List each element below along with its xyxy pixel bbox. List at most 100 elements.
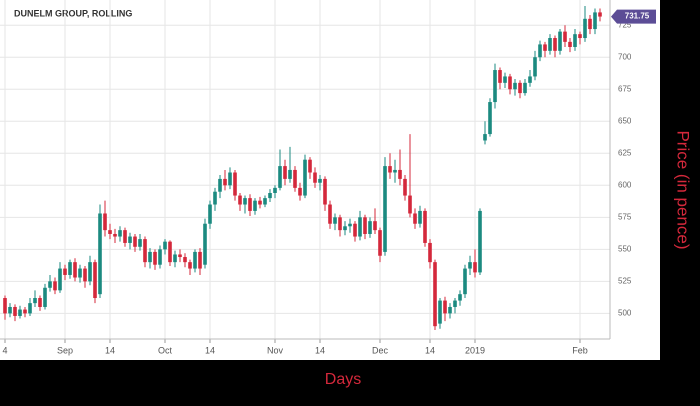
candle-body	[53, 281, 57, 291]
candle-body	[223, 178, 227, 186]
candle-body	[373, 221, 377, 231]
candle-body	[28, 303, 32, 314]
candle-body	[498, 70, 502, 83]
x-tick-label: Dec	[372, 345, 389, 355]
candle-body	[388, 166, 392, 173]
candle-body	[33, 298, 37, 304]
candle-body	[288, 169, 292, 179]
candle-body	[203, 223, 207, 265]
candle-body	[393, 169, 397, 173]
candle-body	[428, 242, 432, 263]
candle-body	[488, 102, 492, 135]
candle-body	[188, 262, 192, 269]
y-tick-label: 700	[618, 52, 632, 61]
candle-body	[423, 210, 427, 243]
candle-body	[143, 239, 147, 263]
candle-body	[173, 254, 177, 263]
candle-body	[98, 213, 102, 295]
candle-body	[23, 309, 27, 314]
x-tick-label: 14	[315, 345, 325, 355]
candle-body	[278, 166, 282, 188]
candle-body	[228, 172, 232, 186]
candle-body	[583, 18, 587, 39]
candle-body	[243, 198, 247, 205]
candle-body	[233, 172, 237, 196]
candle-body	[93, 262, 97, 299]
candle-body	[568, 41, 572, 47]
candle-body	[248, 198, 252, 211]
candle-body	[513, 82, 517, 90]
x-tick-label: 14	[425, 345, 435, 355]
candle-body	[503, 76, 507, 83]
candle-body	[328, 204, 332, 224]
candle-body	[378, 230, 382, 256]
y-tick-label: 575	[618, 212, 632, 221]
candle-body	[13, 306, 17, 316]
candle-body	[533, 57, 537, 77]
x-tick-label: 4	[2, 345, 7, 355]
candle-body	[153, 251, 157, 265]
candle-body	[253, 200, 257, 211]
candle-body	[163, 241, 167, 250]
candle-body	[273, 187, 277, 193]
candle-body	[3, 298, 7, 314]
candle-body	[168, 241, 172, 263]
candle-body	[128, 236, 132, 243]
x-tick-label: 14	[205, 345, 215, 355]
y-tick-label: 675	[618, 84, 632, 93]
candle-body	[418, 210, 422, 224]
candle-body	[518, 82, 522, 94]
x-tick-label: Oct	[158, 345, 173, 355]
x-tick-label: 14	[105, 345, 115, 355]
candle-body	[403, 178, 407, 196]
candle-body	[473, 262, 477, 273]
candle-body	[483, 134, 487, 141]
candle-body	[413, 213, 417, 224]
y-tick-label: 725	[618, 20, 632, 29]
candle-body	[63, 268, 67, 275]
candle-body	[588, 18, 592, 30]
y-tick-label: 525	[618, 276, 632, 285]
candle-body	[598, 12, 602, 17]
candle-body	[338, 217, 342, 231]
candle-body	[353, 223, 357, 237]
last-value-tag	[611, 9, 656, 24]
candle-body	[398, 169, 402, 179]
candle-body	[293, 169, 297, 188]
candle-body	[268, 192, 272, 199]
candle-body	[313, 172, 317, 183]
candle-body	[563, 31, 567, 42]
candle-body	[178, 254, 182, 258]
candle-body	[208, 204, 212, 224]
candle-body	[103, 213, 107, 231]
candle-body	[133, 236, 137, 247]
candle-body	[308, 159, 312, 173]
candle-body	[258, 200, 262, 205]
candle-body	[593, 12, 597, 30]
candle-body	[48, 281, 52, 288]
candle-body	[323, 178, 327, 205]
candle-body	[523, 82, 527, 94]
candle-body	[238, 195, 242, 205]
x-tick-label: Feb	[572, 345, 588, 355]
x-tick-label: 2019	[465, 345, 485, 355]
candle-body	[263, 198, 267, 205]
candle-body	[73, 262, 77, 278]
candle-body	[508, 76, 512, 90]
candle-body	[183, 257, 187, 263]
candle-body	[493, 70, 497, 103]
last-value-label: 731.75	[625, 12, 650, 21]
candle-body	[318, 178, 322, 183]
candle-body	[573, 34, 577, 47]
x-tick-label: Nov	[267, 345, 284, 355]
candle-body	[198, 251, 202, 269]
candle-body	[123, 230, 127, 243]
candle-body	[83, 268, 87, 282]
candle-body	[68, 262, 72, 275]
candle-body	[18, 309, 22, 316]
candle-body	[113, 233, 117, 237]
candle-body	[148, 251, 152, 263]
candle-body	[343, 226, 347, 231]
x-axis-label: Days	[325, 371, 361, 388]
